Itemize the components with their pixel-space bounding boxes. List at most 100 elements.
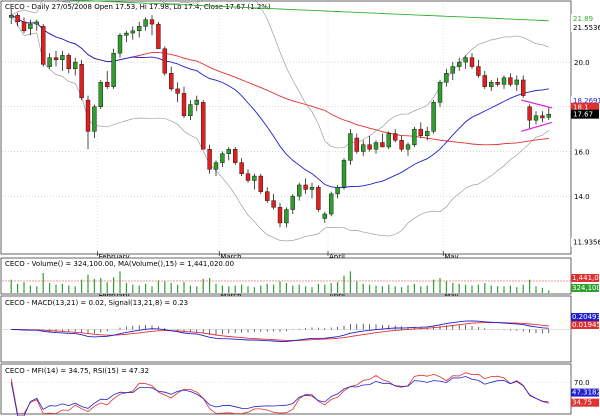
candle-up: [533, 115, 539, 121]
volume-bar: [349, 271, 351, 293]
volume-bar: [106, 282, 108, 293]
price-header: CECO - Daily 27/05/2008 Open 17.53, Hi 1…: [5, 3, 271, 11]
volume-bar: [183, 282, 185, 293]
volume-bar: [209, 278, 211, 293]
volume-bar: [375, 285, 377, 293]
candle-up: [425, 131, 430, 137]
volume-bar: [273, 284, 275, 293]
rsi-line: [10, 376, 549, 416]
volume-bar: [253, 287, 255, 293]
candle-up: [73, 61, 78, 69]
volume-bar: [145, 283, 147, 293]
volume-bar: [407, 285, 409, 293]
mfi-label-box: [571, 398, 599, 407]
price-tick-label: 16.0: [574, 148, 590, 156]
candle-up: [457, 61, 462, 67]
price-right-axis: 14.016.018.020.021.8921.553618.269118.11…: [571, 14, 600, 247]
mfi-right-label: 47.3182: [572, 389, 600, 397]
volume-bar: [401, 287, 403, 293]
volume-bar: [138, 285, 140, 293]
bollinger-lower: [10, 15, 549, 242]
candle-up: [309, 187, 315, 190]
candles: [9, 8, 551, 228]
candle-down: [393, 133, 398, 141]
candle-up: [329, 193, 334, 215]
mfi-line: [10, 372, 549, 415]
candle-up: [386, 133, 391, 148]
volume-bar: [317, 283, 319, 293]
candle-up: [188, 104, 193, 116]
candle-up: [341, 160, 347, 188]
price-right-label: 21.5536: [573, 24, 600, 32]
volume-bar: [369, 284, 371, 293]
volume-bar: [228, 286, 230, 293]
candle-up: [194, 99, 199, 105]
candle-up: [405, 144, 411, 150]
candle-down: [21, 21, 27, 32]
candle-up: [444, 73, 449, 83]
candle-down: [169, 73, 174, 90]
volume-bar: [477, 284, 479, 293]
candle-down: [41, 26, 46, 65]
candle-up: [290, 195, 295, 210]
volume-bar: [68, 285, 70, 293]
candle-up: [501, 77, 507, 85]
volume-right-axis: 1,441,020 324,100: [571, 274, 600, 292]
candle-down: [239, 162, 244, 175]
price-label-box: [571, 96, 599, 106]
volume-bar: [381, 286, 383, 293]
volume-bar: [113, 277, 115, 293]
volume-bar: [503, 286, 505, 293]
candle-down: [527, 106, 532, 121]
candle-up: [111, 52, 116, 87]
volume-bar: [529, 279, 531, 293]
candle-down: [85, 99, 91, 132]
volume-bar: [29, 285, 31, 293]
ma20-line: [10, 14, 549, 189]
wedge-lower: [521, 121, 552, 132]
macd-right-axis: 0.2049390.0194526: [571, 313, 600, 329]
candle-up: [463, 57, 468, 63]
macd-panel: [0, 295, 572, 363]
candle-down: [367, 144, 372, 150]
candle-up: [284, 209, 289, 224]
volume-bar: [337, 282, 339, 293]
volume-bar: [202, 278, 204, 293]
candle-down: [399, 140, 404, 150]
volume-bar: [279, 281, 281, 293]
volume-bar: [413, 283, 415, 293]
volume-bar: [541, 288, 543, 293]
candle-up: [450, 66, 455, 74]
candle-up: [213, 162, 219, 170]
mfi-label-box: [571, 388, 599, 397]
volume-bar: [285, 283, 287, 293]
candle-up: [9, 14, 14, 18]
candle-up: [98, 81, 103, 107]
volume-bar: [81, 279, 83, 293]
volume-bars: [2, 271, 570, 293]
volume-bar: [74, 286, 76, 293]
volume-bar: [452, 283, 454, 293]
volume-bar: [490, 285, 492, 293]
macd-label-box: [571, 321, 599, 329]
candle-down: [418, 128, 423, 137]
volume-bar: [516, 287, 518, 293]
price-tick-label: 20.0: [574, 59, 590, 67]
candle-up: [412, 128, 417, 145]
volume-label-box: [571, 284, 599, 292]
volume-bar: [292, 285, 294, 293]
volume-bar: [87, 274, 89, 293]
mfi-right-axis: 70.0 47.3182 34.75: [571, 379, 600, 407]
volume-bar: [17, 283, 19, 293]
volume-bar: [132, 284, 134, 293]
volume-right-label: 1,441,020: [572, 274, 600, 282]
price-right-label: 18.2691: [573, 97, 600, 105]
candle-up: [297, 184, 302, 197]
candle-up: [143, 19, 148, 27]
volume-bar: [426, 285, 428, 293]
candle-up: [137, 26, 142, 32]
candle-down: [303, 184, 308, 190]
wedge-pattern: [521, 99, 552, 132]
candle-down: [66, 55, 71, 69]
